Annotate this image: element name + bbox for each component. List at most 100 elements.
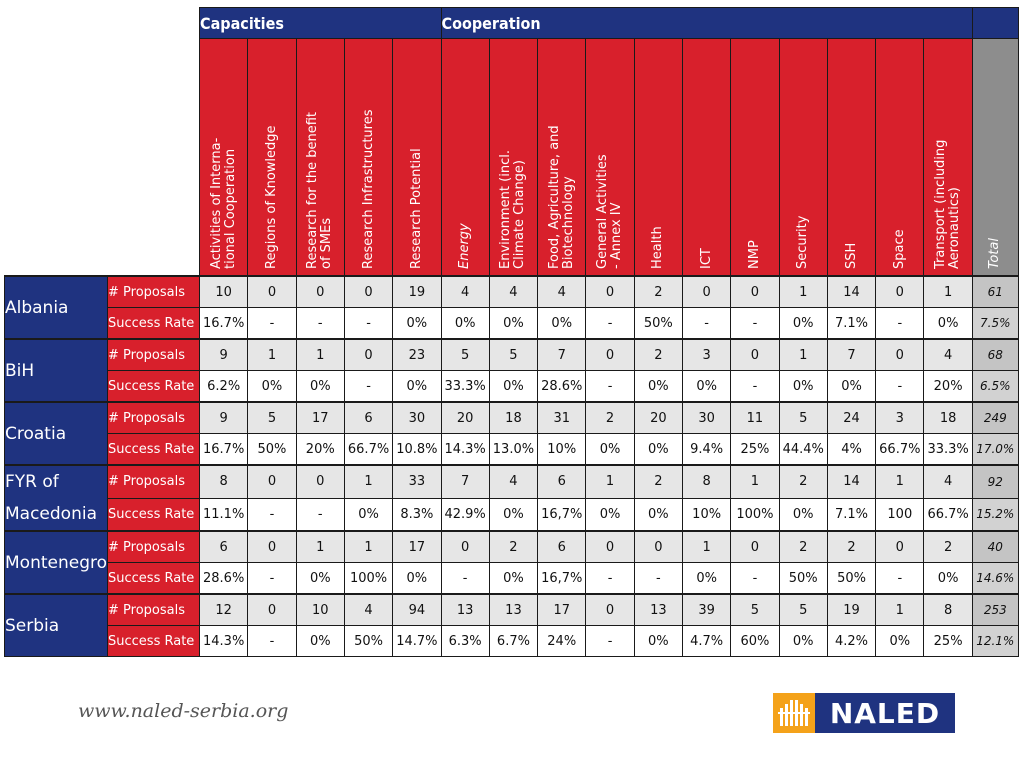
country-label: FYR of Macedonia: [3, 464, 109, 532]
proposals-cell: 0: [875, 530, 925, 563]
proposals-cell: 0: [585, 275, 635, 308]
success-rate-cell: -: [247, 562, 297, 595]
column-header-label: Security: [795, 215, 811, 269]
proposals-cell: 8: [199, 464, 249, 499]
proposals-cell: 30: [681, 401, 732, 434]
proposals-cell: 6: [537, 464, 587, 499]
proposals-cell: 0: [295, 275, 345, 308]
success-rate-cell: 0%: [633, 370, 683, 403]
column-header: Transport (including Aeronautics): [923, 38, 973, 277]
success-rate-cell: 0%: [633, 625, 683, 657]
success-rate-label: Success Rate: [107, 562, 201, 595]
success-rate-cell: 9.4%: [681, 433, 732, 466]
success-rate-cell: 20%: [923, 370, 973, 403]
table-row: Success Rate 6.2% 0% 0% -0% 33.3% 0% 28.6% -0% 0%…: [5, 370, 1019, 403]
group-header-cooperation: Cooperation: [440, 7, 973, 39]
success-rate-cell: 11.1%: [199, 497, 249, 532]
success-rate-cell: -: [681, 307, 732, 340]
column-header: Regions of Knowledge: [247, 38, 297, 277]
table-row: FYR of Macedonia # Proposals 8 0 0 1 33 7 4 6 1 2 8 1…: [3, 464, 1019, 532]
success-rate-total-cell: 7.5%: [971, 307, 1019, 340]
proposals-cell: 14: [826, 464, 877, 499]
success-rate-cell: 0%: [247, 370, 297, 403]
naled-logo: NALED: [773, 693, 955, 733]
column-header: Research for the benefit of SMEs: [295, 38, 345, 277]
success-rate-cell: 0%: [537, 307, 587, 340]
success-rate-cell: 4%: [826, 433, 877, 466]
proposals-cell: 4: [440, 275, 490, 308]
success-rate-total-cell: 6.5%: [971, 370, 1019, 403]
proposals-cell: 24: [826, 401, 877, 434]
proposals-cell: 0: [247, 275, 297, 308]
success-rate-cell: 16.7%: [199, 307, 249, 340]
proposals-total-cell: 40: [971, 530, 1019, 563]
success-rate-cell: 0%: [440, 307, 490, 340]
website-url[interactable]: www.naled-serbia.org: [78, 700, 289, 722]
table-row: Success Rate 16.7% - - -0% 0% 0% 0% -50% - -0% 7.1%…: [5, 307, 1019, 340]
proposals-cell: 94: [392, 593, 442, 626]
proposals-cell: 7: [440, 464, 490, 499]
proposals-cell: 10: [295, 593, 345, 626]
success-rate-total-cell: 12.1%: [971, 625, 1019, 657]
proposals-cell: 0: [730, 530, 780, 563]
success-rate-cell: 0%: [392, 370, 442, 403]
proposals-cell: 17: [392, 530, 442, 563]
success-rate-cell: 16,7%: [537, 497, 587, 532]
column-header-label: SSH: [843, 242, 859, 269]
column-header: ICT: [681, 38, 732, 277]
success-rate-cell: 0%: [295, 625, 345, 657]
success-rate-cell: 66.7%: [343, 433, 394, 466]
success-rate-cell: 8.3%: [392, 497, 442, 532]
table-row: Success Rate 11.1% - -0% 8.3% 42.9% 0% 16,7% 0% 0…: [5, 497, 1019, 532]
proposals-cell: 0: [440, 530, 490, 563]
success-rate-cell: 25%: [923, 625, 973, 657]
proposals-cell: 2: [778, 464, 828, 499]
proposals-cell: 0: [875, 275, 925, 308]
proposals-label: # Proposals: [107, 275, 201, 308]
success-rate-cell: -: [247, 625, 297, 657]
success-rate-cell: -: [585, 562, 635, 595]
success-rate-label: Success Rate: [107, 497, 201, 532]
success-rate-total-cell: 14.6%: [971, 562, 1019, 595]
success-rate-cell: 4.7%: [681, 625, 732, 657]
success-rate-cell: 100%: [730, 497, 780, 532]
proposals-cell: 4: [537, 275, 587, 308]
success-rate-cell: 14.3%: [199, 625, 249, 657]
table-row: BiH # Proposals 9 1 1 0 23 5 5 7 0 2 3 0 1 7 0 4 68: [3, 338, 1019, 403]
column-header: Space: [875, 38, 925, 277]
table-row: Success Rate 16.7% 50% 20% 66.7% 10.8% 14.3% 13…: [5, 433, 1019, 466]
proposals-cell: 0: [247, 593, 297, 626]
proposals-cell: 0: [295, 464, 345, 499]
column-header-label: Energy: [457, 223, 473, 269]
success-rate-cell: 0%: [633, 497, 683, 532]
success-rate-cell: 50%: [247, 433, 297, 466]
success-rate-cell: -: [343, 307, 394, 340]
group-header-capacities: Capacities: [199, 7, 442, 39]
success-rate-cell: 10.8%: [392, 433, 442, 466]
success-rate-total-cell: 17.0%: [971, 433, 1019, 466]
column-header-label: Regions of Knowledge: [263, 125, 279, 269]
proposals-cell: 13: [633, 593, 683, 626]
proposals-label: # Proposals: [107, 530, 201, 563]
column-header-label: Transport (including Aeronautics): [933, 139, 963, 269]
success-rate-cell: 0%: [923, 307, 973, 340]
proposals-cell: 17: [295, 401, 345, 434]
table-row: Success Rate 14.3% -0% 50% 14.7% 6.3% 6.7% 24% -…: [5, 625, 1019, 657]
naled-logo-text: NALED: [815, 693, 955, 733]
column-header: Food, Agriculture, and Biotechnology: [537, 38, 587, 277]
proposals-cell: 4: [488, 275, 539, 308]
success-rate-cell: 0%: [681, 562, 732, 595]
success-rate-cell: 100%: [343, 562, 394, 595]
proposals-cell: 1: [247, 338, 297, 371]
column-header-label: Health: [650, 226, 666, 269]
proposals-cell: 20: [633, 401, 683, 434]
proposals-total-cell: 61: [971, 275, 1019, 308]
proposals-cell: 20: [440, 401, 490, 434]
column-header: Security: [778, 38, 828, 277]
proposals-cell: 5: [730, 593, 780, 626]
success-rate-cell: -: [295, 307, 345, 340]
proposals-total-cell: 68: [971, 338, 1019, 371]
column-header: Environment (incl. Climate Change): [488, 38, 539, 277]
proposals-cell: 0: [343, 338, 394, 371]
proposals-cell: 0: [585, 530, 635, 563]
